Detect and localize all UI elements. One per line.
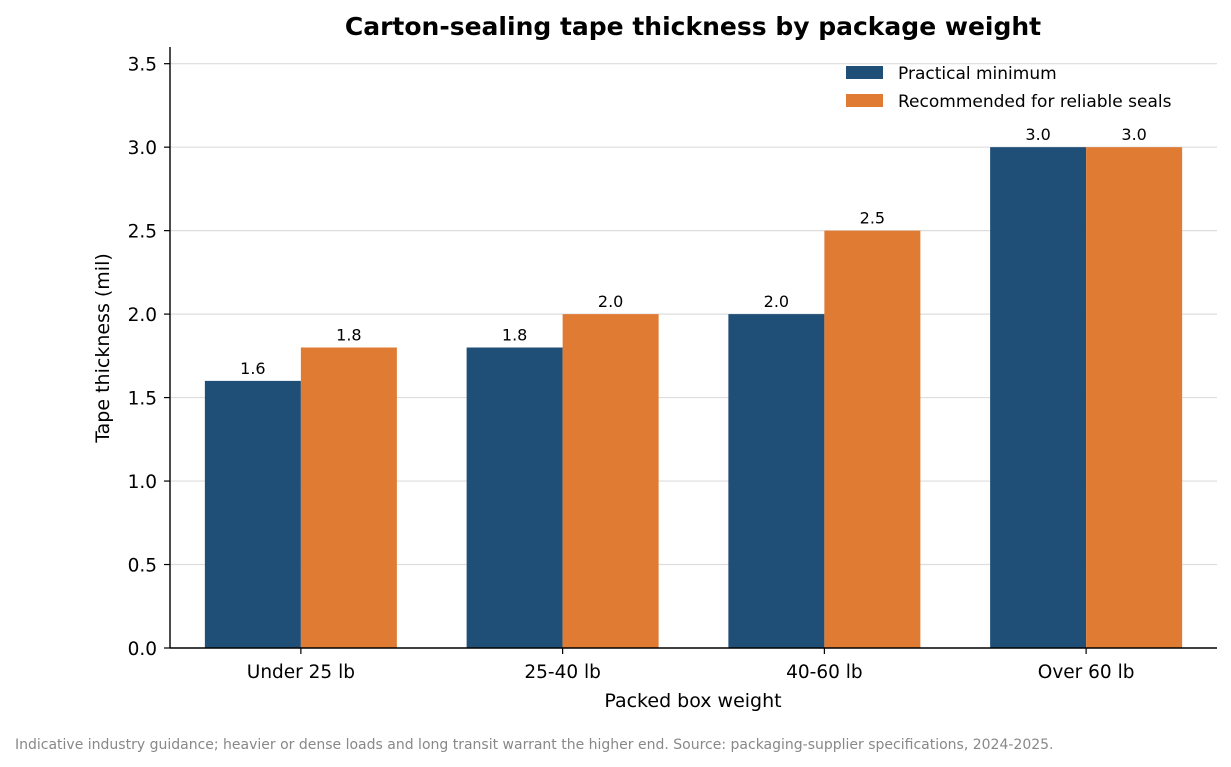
bar-value-label: 3.0 [1025, 125, 1050, 144]
bar [824, 230, 921, 648]
bar-value-label: 2.0 [598, 292, 623, 311]
y-tick-label: 3.5 [128, 55, 157, 76]
x-tick-label: 25-40 lb [524, 662, 601, 683]
y-tick-label: 1.0 [128, 472, 157, 493]
x-tick-label: Under 25 lb [247, 662, 355, 683]
axes: 0.0 0.5 1.0 1.5 2.0 2.5 3.0 3.5 Under 25 lb 25-40… [128, 47, 1217, 683]
bar-value-label: 2.0 [764, 292, 789, 311]
data-labels: 1.6 1.8 1.8 2.0 2.0 2.5 3.0 3.0 [240, 125, 1147, 378]
bar-value-label: 2.5 [860, 209, 885, 228]
y-tick-label: 2.0 [128, 305, 157, 326]
x-tick-label: Over 60 lb [1038, 662, 1135, 683]
chart-title: Carton-sealing tape thickness by package… [345, 12, 1041, 41]
bar [1086, 147, 1183, 648]
footnote: Indicative industry guidance; heavier or… [15, 737, 1054, 753]
bar [466, 347, 563, 648]
y-tick-label: 2.5 [128, 222, 157, 243]
bar [204, 380, 301, 648]
y-tick-label: 1.5 [128, 389, 157, 410]
bar [990, 147, 1087, 648]
legend-label: Practical minimum [898, 64, 1057, 84]
bar [300, 347, 397, 648]
y-tick-label: 0.5 [128, 556, 157, 577]
legend-swatch [846, 94, 883, 107]
bar-value-label: 1.8 [502, 326, 527, 345]
y-tick-label: 3.0 [128, 138, 157, 159]
bar-value-label: 1.6 [240, 359, 265, 378]
x-axis-label: Packed box weight [604, 690, 781, 712]
y-axis-label: Tape thickness (mil) [92, 253, 114, 444]
bar [562, 314, 659, 648]
x-tick-label: 40-60 lb [786, 662, 863, 683]
legend-swatch [846, 66, 883, 79]
bars [204, 147, 1183, 648]
legend-label: Recommended for reliable seals [898, 92, 1172, 112]
bar-value-label: 1.8 [336, 326, 361, 345]
bar-value-label: 3.0 [1121, 125, 1146, 144]
legend: Practical minimum Recommended for reliabl… [846, 64, 1172, 112]
bar [728, 314, 825, 648]
y-tick-label: 0.0 [128, 639, 157, 660]
